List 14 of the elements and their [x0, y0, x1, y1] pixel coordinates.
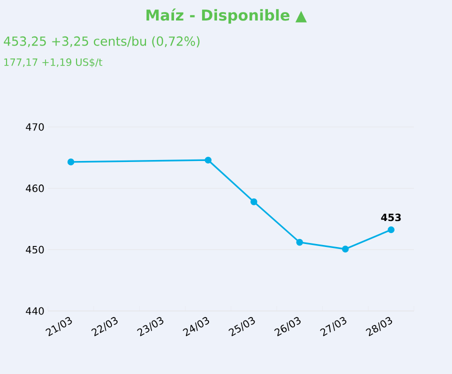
point	[67, 158, 74, 166]
y-tick-label: 460	[26, 184, 44, 192]
point	[342, 246, 349, 252]
point	[388, 226, 395, 234]
point	[204, 156, 212, 164]
data-label: 453	[381, 214, 401, 222]
y-tick-label: 440	[26, 307, 44, 315]
chart-subtitle: 453,25 +3,25 cents/bu (0,72%)	[4, 36, 200, 48]
chart-title: Maíz - Disponible ▲	[146, 8, 307, 24]
y-tick-label: 470	[26, 123, 44, 131]
point	[296, 238, 304, 246]
y-tick-label: 450	[26, 246, 44, 254]
point	[250, 198, 258, 206]
text: 177,17 +1,19 US$/t	[4, 58, 102, 68]
